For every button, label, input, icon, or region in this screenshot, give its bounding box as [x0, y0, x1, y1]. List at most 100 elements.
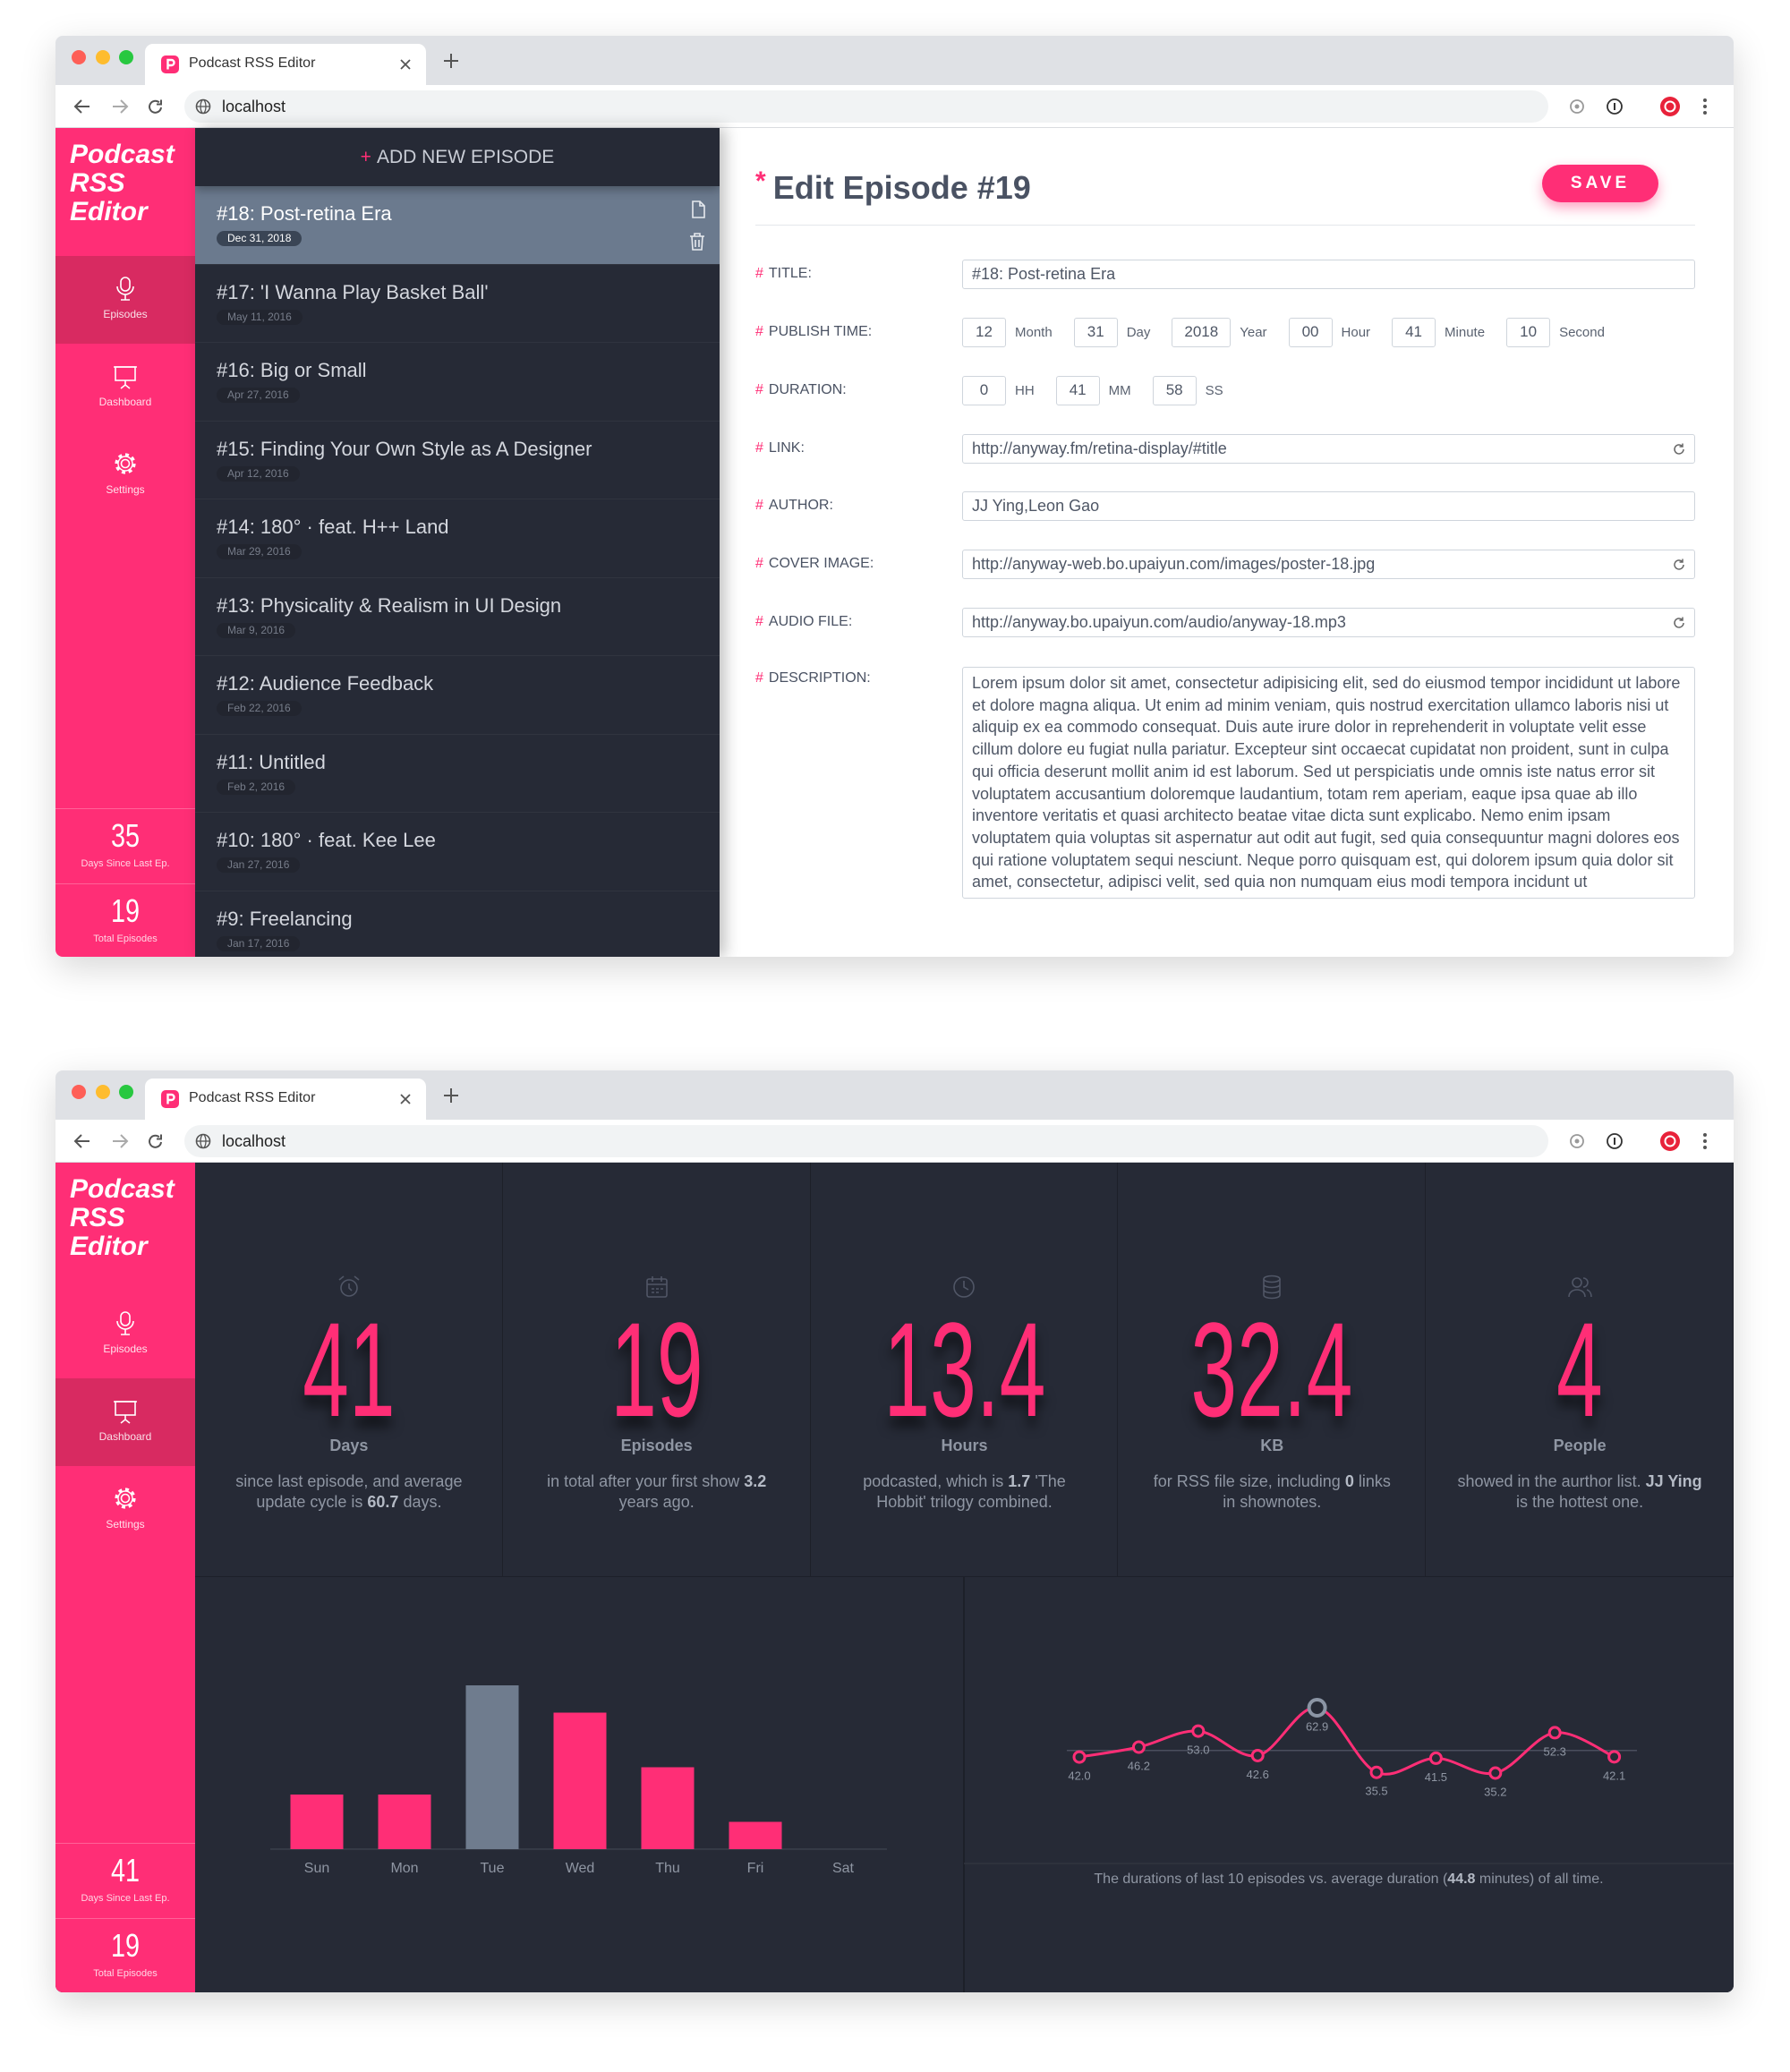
card-icon	[338, 1275, 360, 1297]
back-button[interactable]	[73, 1132, 91, 1150]
reload-button[interactable]	[147, 1132, 165, 1150]
episode-title: #16: Big or Small	[217, 359, 367, 381]
forward-button[interactable]	[111, 98, 129, 115]
back-button[interactable]	[73, 98, 91, 115]
profile-icon[interactable]	[1659, 96, 1681, 117]
extension-icon-part	[1574, 104, 1580, 109]
extension-icon[interactable]	[1606, 98, 1624, 115]
episode-item[interactable]: #17: 'I Wanna Play Basket Ball' May 11, 2…	[195, 265, 720, 343]
bar	[641, 1767, 695, 1849]
new-tab[interactable]	[443, 1087, 459, 1104]
field-marker: #	[755, 324, 763, 339]
data-label: 42.1	[1603, 1769, 1625, 1782]
reload-button[interactable]	[147, 98, 165, 115]
episode-title: #18: Post-retina Era	[217, 202, 392, 225]
number-input[interactable]: 2018	[1172, 318, 1232, 347]
nav-item[interactable]: Settings	[55, 1466, 195, 1554]
bar	[729, 1821, 782, 1849]
text-input[interactable]: http://anyway-web.bo.upaiyun.com/images/…	[962, 550, 1695, 579]
episode-item[interactable]: #16: Big or Small Apr 27, 2016	[195, 343, 720, 422]
extension-icon[interactable]	[1568, 1132, 1586, 1150]
episode-item[interactable]: #18: Post-retina Era Dec 31, 2018	[195, 186, 720, 265]
nav-label: Dashboard	[98, 396, 152, 408]
number-input[interactable]: 00	[1288, 318, 1333, 347]
textarea[interactable]: Lorem ipsum dolor sit amet, consectetur …	[962, 667, 1695, 899]
nav-item[interactable]: Settings	[55, 431, 195, 519]
copy-button[interactable]	[689, 200, 705, 218]
nav-icon	[114, 1401, 137, 1424]
card-icon-part	[340, 1279, 358, 1297]
episode-item[interactable]: #15: Finding Your Own Style as A Designe…	[195, 422, 720, 499]
window-controls	[72, 1085, 133, 1099]
delete-button[interactable]	[689, 233, 705, 251]
number-input[interactable]: 31	[1073, 318, 1118, 347]
card-text: links in shownotes.	[1223, 1472, 1391, 1511]
save-button[interactable]: SAVE	[1542, 165, 1658, 202]
browser-tab[interactable]: Podcast RSS Editor	[145, 44, 426, 85]
episode-item[interactable]: #13: Physicality & Realism in UI Design M…	[195, 578, 720, 656]
tab-close[interactable]	[399, 58, 412, 71]
field-marker: #	[755, 556, 763, 571]
line-series	[1078, 1706, 1615, 1776]
extension-icon-part	[1574, 1138, 1580, 1144]
text-input[interactable]: JJ Ying,Leon Gao	[962, 491, 1695, 521]
nav-icon	[115, 453, 136, 474]
nav-icon	[115, 1488, 136, 1509]
card-description: for RSS file size, including 0 links in …	[1146, 1471, 1397, 1513]
extension-icon[interactable]	[1568, 98, 1586, 115]
number-input[interactable]: 41	[1055, 376, 1100, 405]
data-point	[1607, 1750, 1622, 1764]
episode-item[interactable]: #10: 180° · feat. Kee Lee Jan 27, 2016	[195, 813, 720, 891]
charts: Sun Mon Tue Wed Thu Fri Sat 42.0 46.2 53.0 42.6 62.…	[270, 1577, 1734, 1992]
nav-item[interactable]: Dashboard	[55, 344, 195, 431]
episode-item[interactable]: #12: Audience Feedback Feb 22, 2016	[195, 656, 720, 735]
nav-item[interactable]: Dashboard	[55, 1378, 195, 1466]
x-tick-label: Fri	[747, 1861, 764, 1876]
tab-close[interactable]	[399, 1093, 412, 1105]
data-point	[1488, 1766, 1503, 1780]
number-input[interactable]: 10	[1506, 318, 1551, 347]
episode-title: #9: Freelancing	[217, 907, 353, 930]
episode-date: Jan 17, 2016	[217, 935, 301, 951]
number-input[interactable]: 58	[1152, 376, 1197, 405]
extension-icon[interactable]	[1606, 1132, 1624, 1150]
unit-label: Year	[1240, 325, 1267, 340]
input-value: JJ Ying,Leon Gao	[972, 497, 1100, 515]
omnibox[interactable]: localhost	[184, 90, 1548, 123]
input-value: http://anyway.bo.upaiyun.com/audio/anywa…	[972, 613, 1346, 631]
episode-item[interactable]: #11: Untitled Feb 2, 2016	[195, 735, 720, 813]
reset-button[interactable]	[1672, 442, 1685, 456]
episode-item[interactable]: #14: 180° · feat. H++ Land Mar 29, 2016	[195, 499, 720, 578]
text-input[interactable]: http://anyway.bo.upaiyun.com/audio/anywa…	[962, 608, 1695, 637]
number-input[interactable]: 0	[962, 376, 1006, 405]
profile-icon[interactable]	[1659, 1130, 1681, 1152]
field-marker: #	[755, 440, 763, 456]
reset-button[interactable]	[1672, 558, 1685, 571]
nav-item[interactable]: Episodes	[55, 256, 195, 344]
menu-button[interactable]	[1700, 97, 1709, 116]
nav-item[interactable]: Episodes	[55, 1291, 195, 1378]
nav-label: Settings	[106, 483, 145, 496]
reset-button[interactable]	[1672, 616, 1685, 629]
menu-button[interactable]	[1700, 1131, 1709, 1151]
text-input[interactable]: #18: Post-retina Era	[962, 260, 1695, 289]
omnibox[interactable]: localhost	[184, 1125, 1548, 1157]
card-unit: People	[1553, 1437, 1607, 1454]
card-highlight: 3.2	[744, 1472, 767, 1490]
menu-button-part	[1703, 1139, 1707, 1143]
unit-label: Minute	[1445, 325, 1486, 340]
favicon	[161, 1090, 179, 1108]
field-label-text: PUBLISH TIME:	[768, 324, 873, 339]
unit-label: Day	[1126, 325, 1151, 340]
number-input[interactable]: 41	[1392, 318, 1436, 347]
browser-tab[interactable]: Podcast RSS Editor	[145, 1079, 426, 1120]
sidebar: Podcast RSS Editor Episodes Dashboard Setti…	[55, 128, 195, 957]
add-episode-button[interactable]: + ADD NEW EPISODE	[195, 128, 720, 186]
text-input[interactable]: http://anyway.fm/retina-display/#title	[962, 434, 1695, 464]
data-label: 46.2	[1128, 1759, 1150, 1772]
episode-item[interactable]: #9: Freelancing Jan 17, 2016	[195, 891, 720, 958]
number-input[interactable]: 12	[962, 318, 1006, 347]
new-tab[interactable]	[443, 53, 459, 69]
forward-button[interactable]	[111, 1132, 129, 1150]
